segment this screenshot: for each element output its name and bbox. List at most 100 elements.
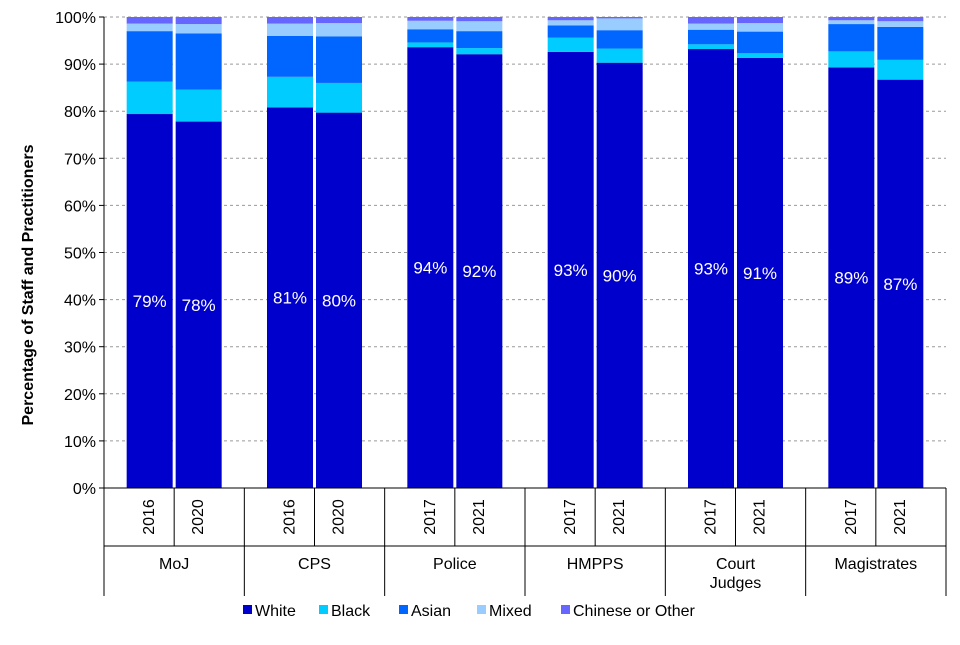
- bar-segment-asian: [126, 31, 173, 82]
- bar-segment-white: [456, 54, 503, 489]
- bar-segment-mixed: [737, 23, 783, 32]
- data-label: 89%: [834, 269, 868, 288]
- bar-segment-mixed: [267, 23, 313, 36]
- bar-segment-mixed: [175, 24, 222, 34]
- bar-segment-asian: [688, 29, 734, 45]
- axes: 0% 10% 20% 30% 40% 50% 60% 70% 80% 90% 100% 2016 202…: [55, 10, 947, 596]
- data-label: 81%: [273, 289, 307, 308]
- legend-label: Mixed: [489, 603, 532, 620]
- year-label: 2017: [703, 499, 720, 535]
- bar-segment-chinese-or-other: [828, 17, 875, 21]
- bar-segment-black: [316, 82, 362, 113]
- bar-segment-mixed: [688, 23, 734, 30]
- data-label: 87%: [883, 275, 917, 294]
- year-label: 2020: [331, 499, 348, 535]
- data-label: 78%: [182, 296, 216, 315]
- year-label: 2020: [190, 499, 207, 535]
- legend-swatch: [399, 605, 408, 614]
- year-label: 2016: [282, 499, 299, 535]
- y-tick-label: 100%: [55, 10, 96, 27]
- legend-label: White: [255, 603, 296, 620]
- y-axis-title: Percentage of Staff and Practitioners: [20, 144, 37, 425]
- bar-segment-white: [547, 51, 594, 488]
- y-tick-label: 80%: [64, 104, 96, 121]
- bar-segment-black: [877, 59, 924, 80]
- bar-segment-white: [175, 121, 222, 488]
- bar-segment-white: [126, 114, 173, 488]
- data-label: 94%: [413, 259, 447, 278]
- bar-segment-black: [175, 89, 222, 122]
- bar-segment-black: [126, 81, 173, 115]
- y-tick-label: 30%: [64, 340, 96, 357]
- bar-segment-mixed: [828, 20, 875, 25]
- bar-segment-black: [596, 48, 643, 63]
- data-label: 90%: [603, 266, 637, 285]
- bar-segment-asian: [737, 31, 783, 54]
- legend: White Black Asian Mixed Chinese or Other: [243, 603, 696, 620]
- y-tick-label: 70%: [64, 151, 96, 168]
- bar-segment-mixed: [877, 21, 924, 27]
- y-tick-label: 10%: [64, 434, 96, 451]
- bar-segment-chinese-or-other: [877, 17, 924, 22]
- bar-segment-black: [737, 53, 783, 58]
- bar-segment-asian: [407, 29, 454, 43]
- bar-segment-chinese-or-other: [688, 17, 734, 24]
- data-labels: 79% 78% 81% 80% 94% 92% 93% 90% 93% 91% 89% 87%: [133, 259, 918, 315]
- bar-segment-black: [267, 76, 313, 108]
- year-label: 2016: [141, 499, 158, 535]
- bar-segment-white: [877, 79, 924, 488]
- bar-segment-black: [407, 42, 454, 48]
- bar-segment-mixed: [407, 20, 454, 30]
- legend-label: Chinese or Other: [573, 603, 696, 620]
- bar-segment-chinese-or-other: [596, 17, 643, 19]
- group-label: CPS: [298, 556, 331, 573]
- gridlines: [104, 16, 946, 442]
- legend-label: Asian: [411, 603, 451, 620]
- bar-segment-white: [407, 47, 454, 488]
- year-label: 2021: [471, 499, 488, 535]
- group-label: HMPPS: [567, 556, 624, 573]
- y-tick-label: 50%: [64, 246, 96, 263]
- bar-segment-chinese-or-other: [456, 17, 503, 22]
- bar-segment-chinese-or-other: [126, 17, 173, 24]
- y-tick-label: 20%: [64, 387, 96, 404]
- bar-segment-white: [267, 107, 313, 488]
- bar-segment-black: [688, 44, 734, 50]
- group-label: MoJ: [159, 556, 189, 573]
- bar-segment-asian: [175, 33, 222, 90]
- group-label: Court Judges: [710, 556, 762, 592]
- bar-segment-chinese-or-other: [316, 17, 362, 24]
- legend-label: Black: [331, 603, 371, 620]
- year-label: 2021: [892, 499, 909, 535]
- year-label: 2017: [562, 499, 579, 535]
- bar-segment-mixed: [596, 18, 643, 31]
- bar-segment-black: [828, 51, 875, 68]
- bar-segment-asian: [828, 24, 875, 52]
- bar-segment-asian: [596, 30, 643, 49]
- year-label: 2021: [752, 499, 769, 535]
- bar-segment-mixed: [547, 20, 594, 26]
- bar-segment-chinese-or-other: [267, 17, 313, 24]
- bar-segment-asian: [316, 36, 362, 83]
- bar-segment-asian: [456, 31, 503, 49]
- legend-swatch: [319, 605, 328, 614]
- year-label: 2017: [843, 499, 860, 535]
- legend-swatch: [477, 605, 486, 614]
- data-label: 93%: [694, 260, 728, 279]
- y-tick-label: 60%: [64, 198, 96, 215]
- legend-swatch: [561, 605, 570, 614]
- bar-segment-asian: [267, 35, 313, 77]
- bar-segment-black: [456, 48, 503, 55]
- y-tick-label: 0%: [73, 481, 96, 498]
- bars: [126, 17, 924, 489]
- data-label: 91%: [743, 264, 777, 283]
- bar-segment-chinese-or-other: [175, 17, 222, 25]
- legend-swatch: [243, 605, 252, 614]
- group-label: Magistrates: [834, 556, 917, 573]
- bar-segment-asian: [877, 26, 924, 60]
- bar-segment-chinese-or-other: [737, 17, 783, 24]
- data-label: 79%: [133, 292, 167, 311]
- data-label: 80%: [322, 291, 356, 310]
